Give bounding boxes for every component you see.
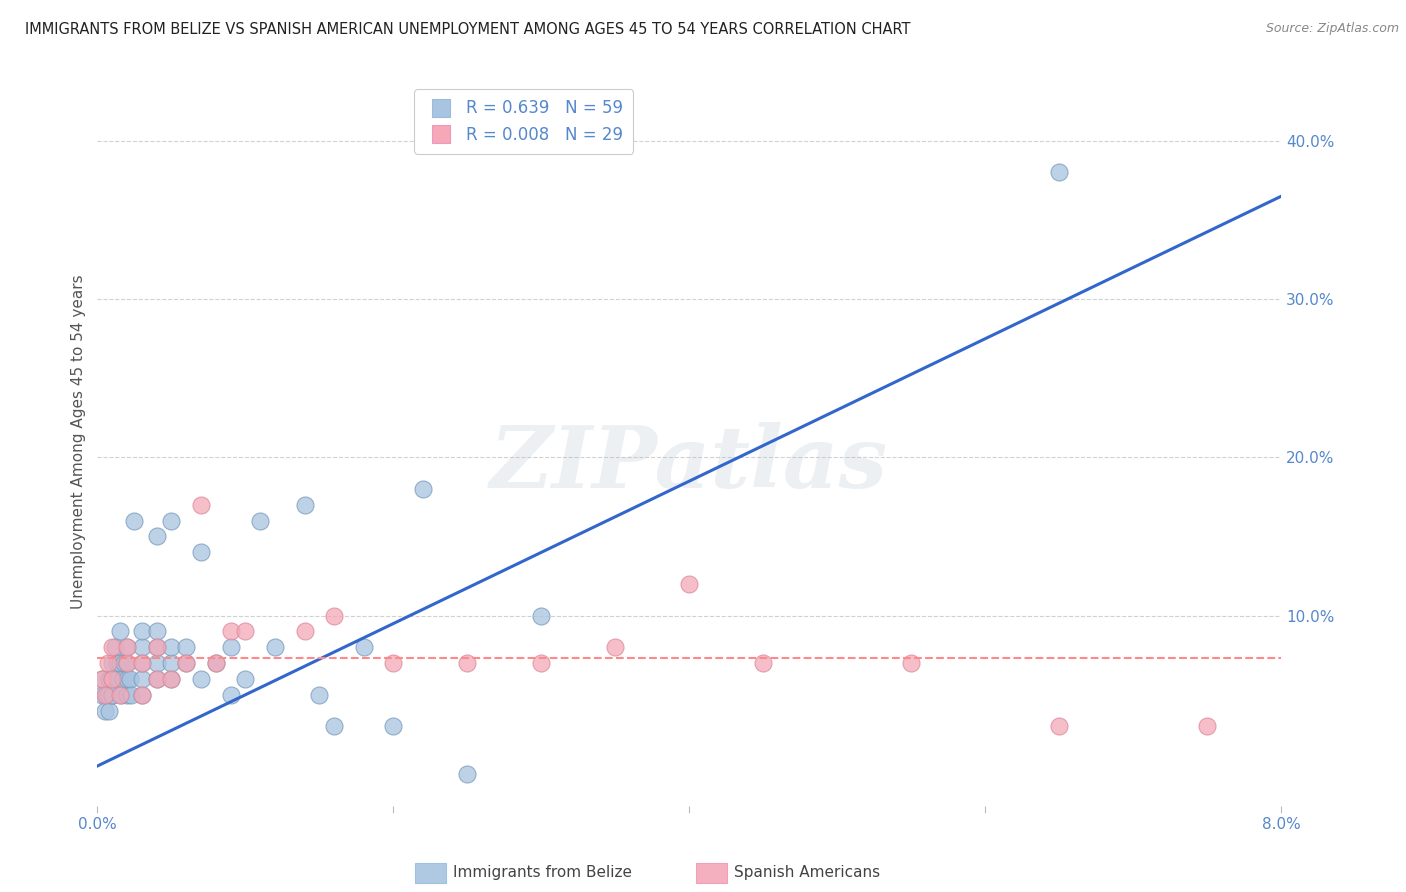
Point	[101, 672, 124, 686]
Point	[111, 672, 134, 686]
Point	[118, 672, 141, 686]
Point	[219, 624, 242, 639]
Point	[160, 640, 183, 655]
Point	[353, 640, 375, 655]
Point	[605, 640, 627, 655]
Point	[108, 688, 131, 702]
Point	[110, 688, 132, 702]
Point	[235, 672, 257, 686]
Point	[101, 640, 124, 655]
Point	[97, 688, 120, 702]
Point	[115, 640, 138, 655]
Point	[678, 577, 700, 591]
Point	[101, 656, 124, 670]
Point	[294, 624, 316, 639]
Point	[323, 608, 346, 623]
Point	[249, 514, 271, 528]
Y-axis label: Unemployment Among Ages 45 to 54 years: Unemployment Among Ages 45 to 54 years	[72, 274, 86, 609]
Point	[160, 672, 183, 686]
Point	[190, 545, 212, 559]
Point	[94, 688, 117, 702]
Point	[160, 656, 183, 670]
Point	[98, 672, 121, 686]
Point	[145, 640, 167, 655]
Point	[124, 514, 146, 528]
Point	[264, 640, 287, 655]
Point	[131, 656, 153, 670]
Point	[382, 719, 405, 733]
Point	[323, 719, 346, 733]
Text: Source: ZipAtlas.com: Source: ZipAtlas.com	[1265, 22, 1399, 36]
Point	[101, 688, 124, 702]
Point	[160, 514, 183, 528]
Point	[382, 656, 405, 670]
Point	[108, 624, 131, 639]
Point	[131, 656, 153, 670]
Point	[294, 498, 316, 512]
Point	[105, 656, 128, 670]
Point	[174, 656, 197, 670]
Point	[145, 640, 167, 655]
Point	[94, 704, 117, 718]
Point	[98, 704, 121, 718]
Point	[131, 672, 153, 686]
Point	[96, 688, 118, 702]
Point	[900, 656, 922, 670]
Point	[190, 498, 212, 512]
Point	[752, 656, 775, 670]
Point	[145, 672, 167, 686]
Point	[115, 640, 138, 655]
Point	[456, 656, 478, 670]
Point	[90, 672, 112, 686]
Point	[235, 624, 257, 639]
Point	[190, 672, 212, 686]
Point	[97, 656, 120, 670]
Point	[105, 672, 128, 686]
Point	[1047, 719, 1070, 733]
Point	[160, 672, 183, 686]
Point	[530, 608, 553, 623]
Point	[90, 688, 112, 702]
Point	[104, 640, 127, 655]
Point	[131, 624, 153, 639]
Point	[530, 656, 553, 670]
Point	[90, 672, 112, 686]
Point	[219, 688, 242, 702]
Point	[145, 624, 167, 639]
Text: IMMIGRANTS FROM BELIZE VS SPANISH AMERICAN UNEMPLOYMENT AMONG AGES 45 TO 54 YEAR: IMMIGRANTS FROM BELIZE VS SPANISH AMERIC…	[25, 22, 911, 37]
Point	[115, 672, 138, 686]
Point	[120, 688, 142, 702]
Point	[101, 688, 124, 702]
Point	[456, 767, 478, 781]
Point	[145, 656, 167, 670]
Point	[115, 656, 138, 670]
Text: Spanish Americans: Spanish Americans	[734, 865, 880, 880]
Point	[115, 688, 138, 702]
Point	[204, 656, 226, 670]
Point	[131, 688, 153, 702]
Point	[308, 688, 330, 702]
Legend: R = 0.639   N = 59, R = 0.008   N = 29: R = 0.639 N = 59, R = 0.008 N = 29	[415, 89, 633, 153]
Point	[412, 482, 434, 496]
Point	[101, 672, 124, 686]
Text: Immigrants from Belize: Immigrants from Belize	[453, 865, 631, 880]
Point	[108, 656, 131, 670]
Point	[204, 656, 226, 670]
Point	[1047, 165, 1070, 179]
Point	[219, 640, 242, 655]
Point	[145, 672, 167, 686]
Point	[1197, 719, 1219, 733]
Point	[174, 656, 197, 670]
Point	[112, 656, 135, 670]
Point	[174, 640, 197, 655]
Text: ZIPatlas: ZIPatlas	[491, 422, 889, 505]
Point	[131, 688, 153, 702]
Point	[131, 640, 153, 655]
Point	[115, 656, 138, 670]
Point	[145, 529, 167, 543]
